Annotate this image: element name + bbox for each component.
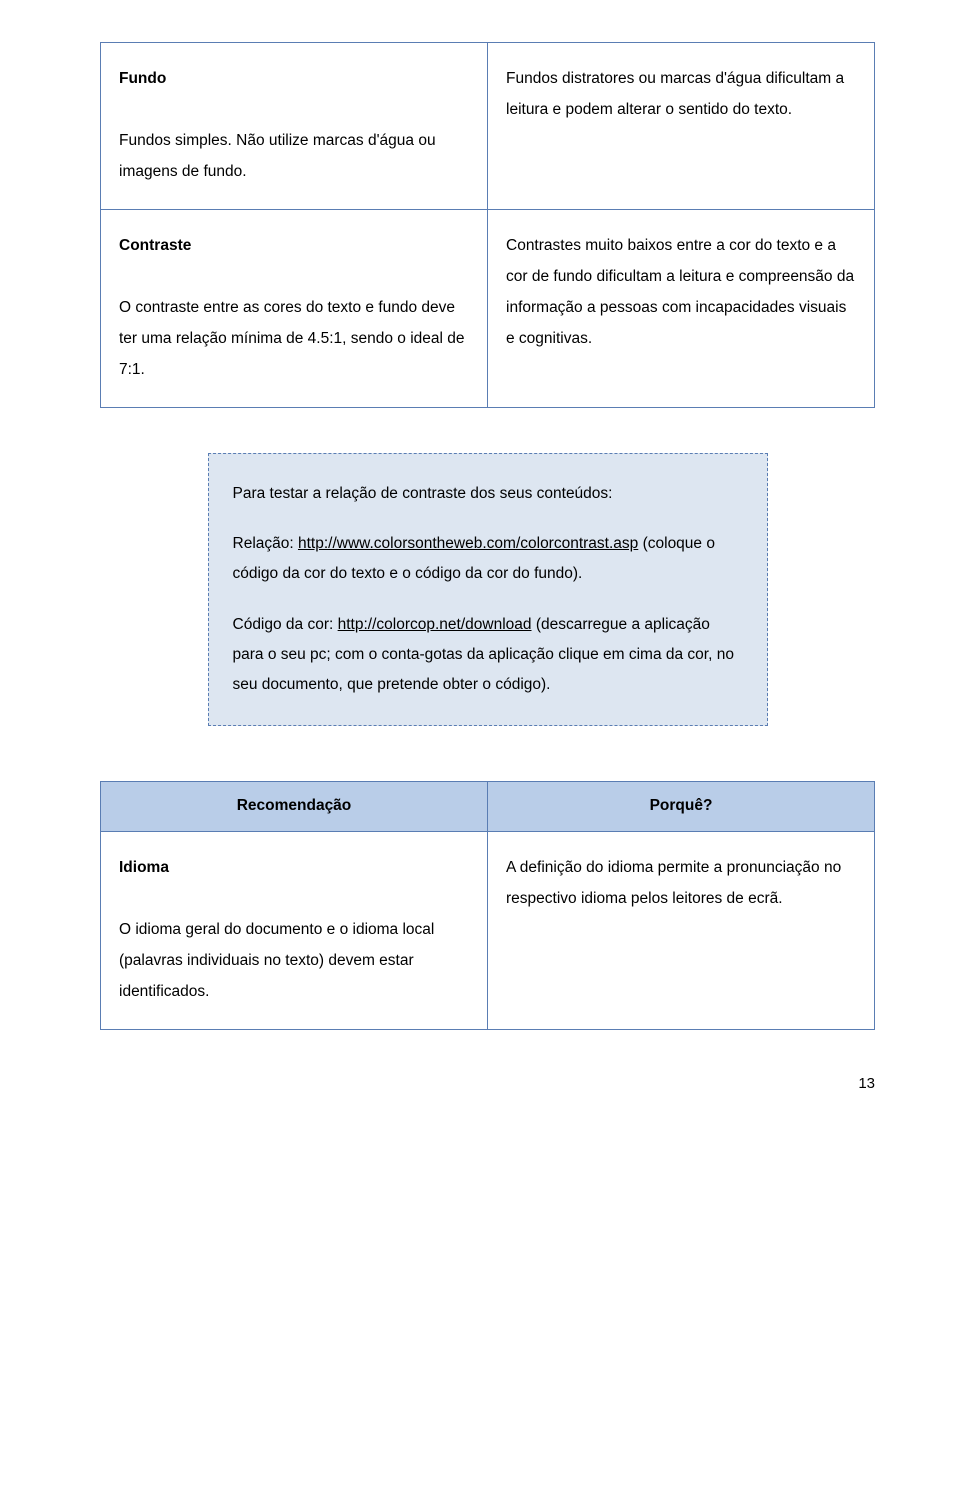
guidelines-table-2: Recomendação Porquê? Idioma O idioma ger…: [100, 781, 875, 1030]
contraste-title: Contraste: [119, 237, 191, 254]
idioma-body: O idioma geral do documento e o idioma l…: [119, 921, 434, 1000]
guidelines-table-1: Fundo Fundos simples. Não utilize marcas…: [100, 42, 875, 408]
page-number: 13: [100, 1070, 875, 1098]
cell-idioma-left: Idioma O idioma geral do documento e o i…: [101, 831, 488, 1029]
info-box: Para testar a relação de contraste dos s…: [208, 453, 768, 726]
header-recomendacao: Recomendação: [101, 782, 488, 832]
cell-fundo-right: Fundos distratores ou marcas d'água difi…: [488, 43, 875, 210]
cell-idioma-right: A definição do idioma permite a pronunci…: [488, 831, 875, 1029]
rel-link[interactable]: http://www.colorsontheweb.com/colorcontr…: [298, 535, 638, 552]
fundo-title: Fundo: [119, 70, 166, 87]
header-porque: Porquê?: [488, 782, 875, 832]
code-link[interactable]: http://colorcop.net/download: [338, 616, 532, 633]
infobox-codigo: Código da cor: http://colorcop.net/downl…: [233, 610, 743, 701]
contraste-why: Contrastes muito baixos entre a cor do t…: [506, 237, 854, 347]
idioma-title: Idioma: [119, 859, 169, 876]
infobox-intro: Para testar a relação de contraste dos s…: [233, 479, 743, 509]
idioma-why: A definição do idioma permite a pronunci…: [506, 859, 841, 907]
cell-contraste-right: Contrastes muito baixos entre a cor do t…: [488, 210, 875, 408]
fundo-why: Fundos distratores ou marcas d'água difi…: [506, 70, 844, 118]
infobox-relacao: Relação: http://www.colorsontheweb.com/c…: [233, 529, 743, 589]
code-label: Código da cor:: [233, 616, 338, 633]
cell-fundo-left: Fundo Fundos simples. Não utilize marcas…: [101, 43, 488, 210]
cell-contraste-left: Contraste O contraste entre as cores do …: [101, 210, 488, 408]
rel-label: Relação:: [233, 535, 298, 552]
contraste-body: O contraste entre as cores do texto e fu…: [119, 299, 465, 378]
fundo-body: Fundos simples. Não utilize marcas d'águ…: [119, 132, 436, 180]
